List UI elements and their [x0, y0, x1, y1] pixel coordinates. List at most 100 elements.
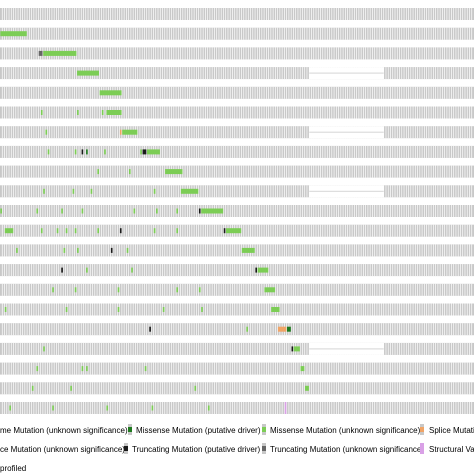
sample-separator: [335, 283, 337, 296]
sample-separator: [286, 283, 288, 296]
sample-separator: [31, 323, 32, 336]
sample-separator: [53, 126, 55, 139]
sample-separator: [202, 27, 204, 40]
sample-separator: [322, 283, 324, 296]
sample-separator: [155, 205, 157, 217]
sample-separator: [159, 185, 161, 198]
sample-separator: [419, 67, 421, 80]
sample-separator: [4, 362, 5, 375]
sample-separator: [381, 224, 382, 237]
sample-separator: [141, 402, 143, 414]
sample-separator: [164, 126, 166, 139]
sample-separator: [236, 165, 238, 178]
sample-separator: [225, 185, 227, 198]
sample-separator: [123, 67, 125, 80]
sample-separator: [372, 145, 373, 158]
sample-separator: [252, 342, 254, 355]
sample-separator: [92, 323, 93, 336]
sample-separator: [65, 224, 66, 237]
sample-separator: [342, 224, 344, 237]
sample-separator: [462, 86, 464, 99]
sample-separator: [254, 8, 256, 20]
sample-separator: [157, 264, 159, 277]
sample-separator: [65, 8, 66, 20]
sample-separator: [164, 67, 166, 80]
sample-separator: [15, 185, 17, 198]
sample-separator: [306, 165, 308, 178]
sample-separator: [320, 244, 321, 257]
sample-separator: [288, 224, 290, 237]
sample-separator: [114, 205, 116, 217]
sample-separator: [159, 126, 161, 139]
sample-separator: [322, 224, 324, 237]
sample-separator: [184, 126, 186, 139]
sample-separator: [85, 145, 87, 158]
sample-separator: [6, 264, 8, 277]
sample-separator: [35, 185, 37, 198]
sample-separator: [191, 67, 193, 80]
sample-separator: [135, 283, 136, 296]
sample-separator: [265, 342, 267, 355]
sample-separator: [51, 205, 53, 217]
sample-separator: [60, 106, 62, 119]
sample-separator: [396, 362, 398, 375]
sample-separator: [175, 323, 177, 336]
sample-separator: [76, 145, 78, 158]
sample-separator: [78, 342, 80, 355]
sample-separator: [423, 402, 425, 414]
sample-separator: [247, 303, 249, 316]
sample-separator: [390, 283, 391, 296]
sample-separator: [123, 47, 125, 60]
sample-separator: [196, 224, 197, 237]
sample-separator: [408, 106, 409, 119]
sample-separator: [175, 8, 177, 20]
sample-separator: [247, 402, 249, 414]
sample-separator: [94, 145, 96, 158]
sample-separator: [451, 224, 452, 237]
sample-separator: [117, 224, 118, 237]
sample-separator: [40, 224, 41, 237]
sample-separator: [376, 145, 378, 158]
sample-separator: [49, 8, 51, 20]
sample-separator: [464, 382, 466, 395]
sample-separator: [444, 402, 446, 414]
sample-separator: [412, 323, 414, 336]
sample-separator: [83, 224, 84, 237]
sample-separator: [51, 106, 53, 119]
sample-separator: [360, 205, 362, 217]
sample-separator: [130, 185, 132, 198]
sample-separator: [4, 244, 5, 257]
sample-separator: [399, 47, 400, 60]
sample-separator: [78, 323, 80, 336]
sample-separator: [6, 205, 8, 217]
sample-separator: [279, 303, 281, 316]
sample-separator: [272, 126, 274, 139]
sample-separator: [35, 205, 37, 217]
sample-separator: [62, 264, 64, 277]
sample-separator: [396, 47, 398, 60]
sample-separator: [259, 205, 260, 217]
sample-separator: [466, 205, 468, 217]
sample-separator: [101, 67, 102, 80]
sample-separator: [408, 86, 409, 99]
sample-separator: [83, 323, 84, 336]
sample-separator: [227, 283, 229, 296]
sample-separator: [259, 165, 260, 178]
sample-separator: [410, 323, 412, 336]
sample-separator: [101, 362, 102, 375]
sample-separator: [390, 362, 391, 375]
sample-separator: [209, 342, 211, 355]
sample-separator: [311, 47, 312, 60]
sample-separator: [256, 362, 258, 375]
sample-separator: [437, 362, 439, 375]
sample-separator: [166, 27, 168, 40]
sample-separator: [453, 342, 455, 355]
sample-separator: [177, 224, 179, 237]
sample-separator: [385, 86, 387, 99]
sample-separator: [295, 382, 297, 395]
sample-separator: [394, 8, 396, 20]
sample-separator: [383, 224, 385, 237]
sample-separator: [173, 342, 175, 355]
sample-separator: [89, 47, 91, 60]
alteration-mark-missense-unknown: [86, 366, 88, 372]
